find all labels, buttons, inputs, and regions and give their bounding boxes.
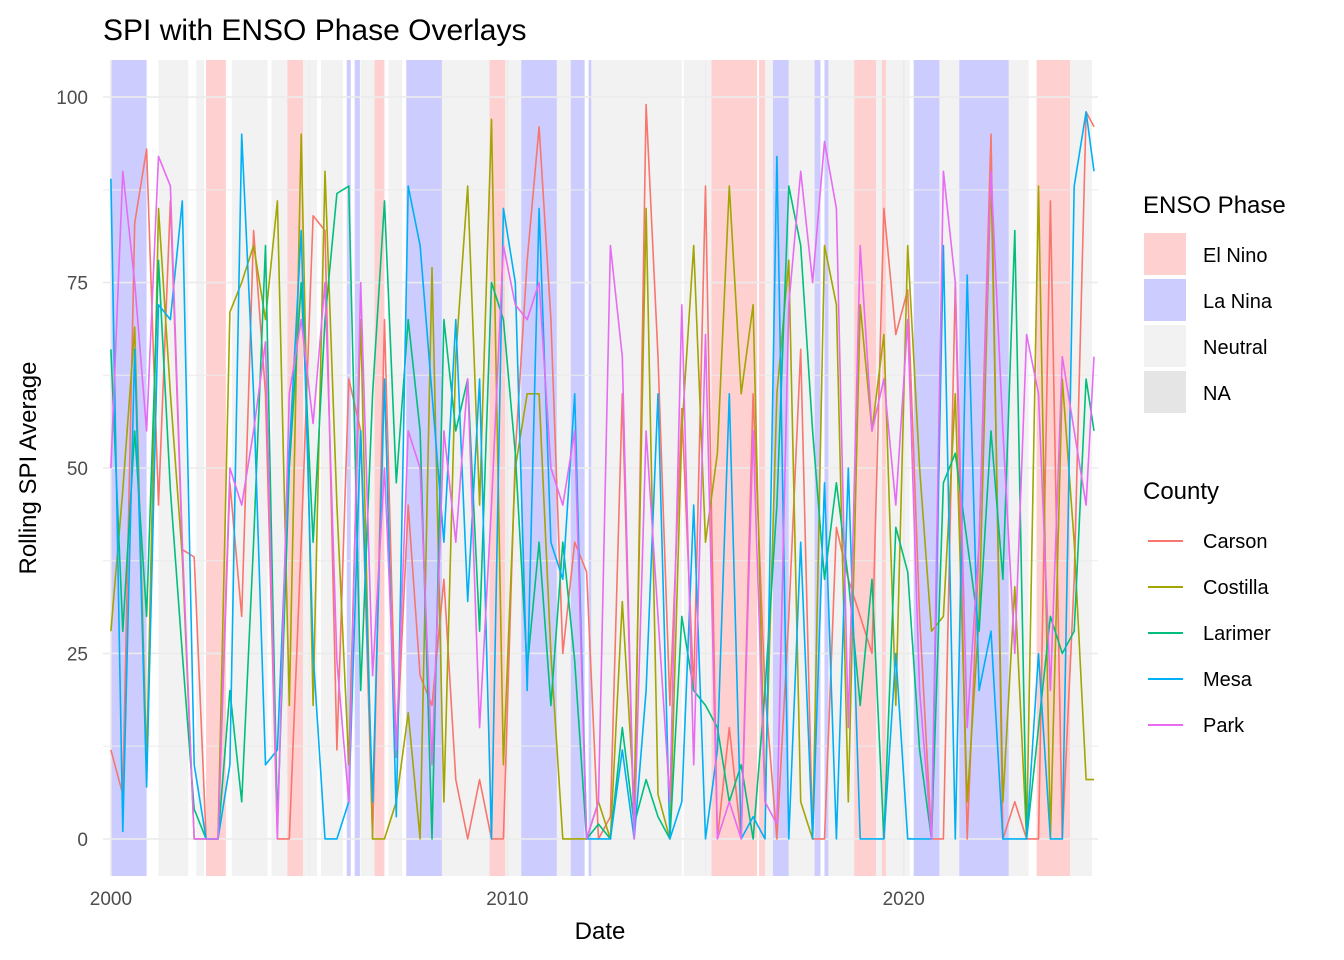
- enso-legend-label: El Nino: [1203, 245, 1267, 267]
- enso-legend-label: NA: [1203, 383, 1231, 405]
- y-tick-label: 25: [67, 644, 88, 665]
- x-tick-label: 2020: [883, 889, 925, 910]
- x-axis-title: Date: [575, 918, 626, 945]
- county-legend: Carson Costilla Larimer Mesa Park: [1148, 531, 1271, 737]
- enso-legend-swatch: [1144, 325, 1186, 367]
- y-tick-label: 0: [77, 830, 88, 851]
- x-axis-ticks: 2000 2010 2020: [90, 889, 925, 910]
- y-tick-label: 50: [67, 459, 88, 480]
- y-axis-title: Rolling SPI Average: [15, 361, 42, 574]
- county-legend-label: Mesa: [1203, 669, 1253, 691]
- y-axis-ticks: 0 25 50 75 100: [56, 88, 88, 851]
- county-legend-label: Park: [1203, 715, 1245, 737]
- enso-legend-label: Neutral: [1203, 337, 1267, 359]
- y-tick-label: 100: [56, 88, 88, 109]
- series-line-costilla: [110, 118, 1094, 840]
- enso-legend-swatch: [1144, 371, 1186, 413]
- county-legend-label: Carson: [1203, 531, 1267, 553]
- y-tick-label: 75: [67, 274, 88, 295]
- enso-legend-swatch: [1144, 279, 1186, 321]
- enso-legend: El Nino La Nina Neutral NA: [1144, 233, 1273, 413]
- county-legend-label: Costilla: [1203, 577, 1269, 599]
- enso-legend-label: La Nina: [1203, 291, 1273, 313]
- county-legend-label: Larimer: [1203, 623, 1271, 645]
- series-line-park: [110, 140, 1095, 840]
- enso-legend-title: ENSO Phase: [1143, 192, 1286, 219]
- series-lines: [110, 103, 1095, 840]
- x-tick-label: 2000: [90, 889, 132, 910]
- county-legend-title: County: [1143, 478, 1219, 505]
- enso-legend-swatch: [1144, 233, 1186, 275]
- chart-title: SPI with ENSO Phase Overlays: [103, 14, 527, 47]
- x-tick-label: 2010: [486, 889, 528, 910]
